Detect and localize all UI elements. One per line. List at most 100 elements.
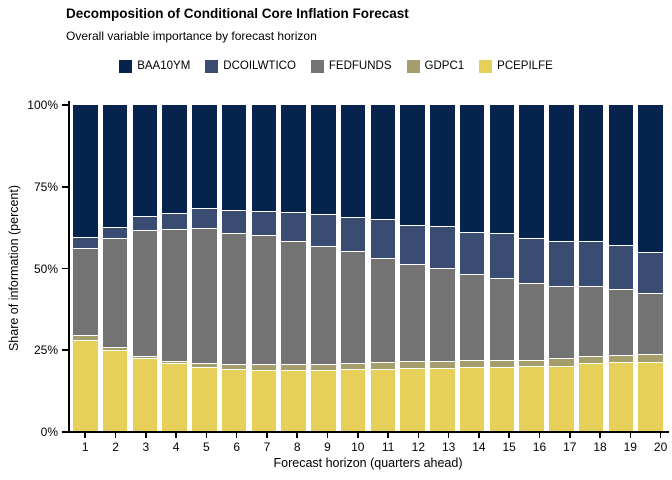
bar-segment-baa10ym <box>132 105 157 216</box>
bar-segment-fedfunds <box>459 274 485 360</box>
x-tick-label: 4 <box>172 440 180 454</box>
bar-segment-pcepilfe <box>221 369 247 432</box>
bar-segment-fedfunds <box>578 285 604 357</box>
x-tick-cell: 8 <box>285 433 310 454</box>
legend-swatch-baa10ym <box>119 59 133 73</box>
bar-q19 <box>608 105 633 432</box>
legend-label: BAA10YM <box>137 60 191 72</box>
legend-label: PCEPILFE <box>497 60 553 72</box>
bar-q14 <box>459 105 485 432</box>
legend-swatch-dcoilwtico <box>205 59 219 73</box>
bar-segment-baa10ym <box>221 105 247 210</box>
bar-segment-pcepilfe <box>638 361 663 432</box>
x-tick-cell: 10 <box>346 433 371 454</box>
bar-segment-dcoilwtico <box>102 226 128 239</box>
legend-label: DCOILWTICO <box>223 60 296 72</box>
x-tick-cell: 20 <box>648 433 672 454</box>
bar-segment-dcoilwtico <box>281 212 306 242</box>
bar-segment-fedfunds <box>281 241 306 364</box>
x-tick-cell: 15 <box>497 433 522 454</box>
bar-segment-dcoilwtico <box>370 218 395 259</box>
bar-segment-baa10ym <box>400 105 425 225</box>
x-axis-tick <box>387 433 389 438</box>
bar-segment-gdpc1 <box>459 359 485 368</box>
bar-segment-dcoilwtico <box>638 252 663 294</box>
x-tick-cell: 18 <box>588 433 613 454</box>
bar-segment-pcepilfe <box>311 369 336 432</box>
bar-q18 <box>578 105 604 432</box>
bar-segment-dcoilwtico <box>608 244 633 290</box>
bar-q2 <box>102 105 128 432</box>
bar-segment-fedfunds <box>132 229 157 357</box>
bar-segment-dcoilwtico <box>459 231 485 275</box>
x-tick-cell: 12 <box>406 433 431 454</box>
bar-segment-gdpc1 <box>281 363 306 370</box>
bar-segment-fedfunds <box>73 247 98 336</box>
bar-q4 <box>162 105 187 432</box>
bar-segment-gdpc1 <box>400 361 425 369</box>
x-tick-cell: 1 <box>73 433 98 454</box>
x-axis-tick <box>266 433 268 438</box>
bar-segment-fedfunds <box>430 268 455 361</box>
legend-label: FEDFUNDS <box>328 60 392 72</box>
bar-segment-gdpc1 <box>251 363 276 370</box>
x-tick-label: 15 <box>502 440 516 454</box>
bar-segment-gdpc1 <box>311 363 336 370</box>
y-axis-tick <box>62 267 68 270</box>
bar-segment-dcoilwtico <box>221 209 247 233</box>
x-axis-tick <box>568 433 571 438</box>
x-tick-label: 12 <box>411 440 426 454</box>
bar-segment-fedfunds <box>370 258 395 363</box>
x-axis-tick <box>447 433 450 438</box>
bar-segment-baa10ym <box>489 105 514 233</box>
legend-swatch-fedfunds <box>310 59 324 73</box>
x-axis-tick <box>205 433 208 438</box>
bar-q3 <box>132 105 157 432</box>
bar-segment-pcepilfe <box>459 367 485 432</box>
x-tick-label: 13 <box>441 440 456 454</box>
page-subtitle: Overall variable importance by forecast … <box>66 29 317 43</box>
bar-segment-dcoilwtico <box>400 224 425 265</box>
x-tick-label: 14 <box>472 440 486 454</box>
bar-segment-gdpc1 <box>102 346 128 351</box>
bar-segment-dcoilwtico <box>430 226 455 269</box>
bar-segment-pcepilfe <box>281 369 306 432</box>
legend-item-dcoilwtico: DCOILWTICO <box>205 59 296 73</box>
x-tick-label: 2 <box>112 440 119 454</box>
x-ticks-row: 1 2 3 4 5 6 7 8 9 10 11 12 13 14 15 16 17 18 19 20 <box>68 433 672 454</box>
chart-legend: BAA10YM DCOILWTICO FEDFUNDS GDPC1 PCEPILFE <box>0 57 672 75</box>
bar-segment-fedfunds <box>192 228 217 363</box>
bar-segment-dcoilwtico <box>340 217 366 252</box>
x-axis-tick <box>538 433 541 438</box>
legend-item-pcepilfe: PCEPILFE <box>479 59 553 73</box>
bar-q5 <box>192 105 217 432</box>
bar-segment-baa10ym <box>162 105 187 213</box>
bar-segment-fedfunds <box>162 228 187 361</box>
bar-segment-pcepilfe <box>489 366 514 432</box>
bar-segment-pcepilfe <box>578 363 604 432</box>
x-axis-tick <box>356 433 359 438</box>
bar-segment-dcoilwtico <box>549 241 574 287</box>
bar-segment-baa10ym <box>370 105 395 219</box>
bar-q8 <box>281 105 306 432</box>
bar-segment-pcepilfe <box>73 340 98 432</box>
bar-q12 <box>400 105 425 432</box>
bar-segment-baa10ym <box>578 105 604 241</box>
bar-q13 <box>430 105 455 432</box>
x-axis-tick <box>326 433 329 438</box>
bar-q11 <box>370 105 395 432</box>
bar-segment-baa10ym <box>638 105 663 253</box>
bar-segment-fedfunds <box>608 289 633 356</box>
x-tick-cell: 3 <box>134 433 159 454</box>
bar-q7 <box>251 105 276 432</box>
bar-segment-dcoilwtico <box>578 240 604 286</box>
bar-segment-gdpc1 <box>132 356 157 359</box>
y-axis-line <box>68 101 70 432</box>
x-tick-label: 17 <box>563 440 577 454</box>
x-tick-cell: 17 <box>558 433 583 454</box>
bar-segment-gdpc1 <box>608 355 633 363</box>
bar-segment-fedfunds <box>221 232 247 365</box>
bar-segment-baa10ym <box>519 105 544 239</box>
x-axis-tick <box>599 433 601 438</box>
bar-segment-dcoilwtico <box>162 212 187 229</box>
